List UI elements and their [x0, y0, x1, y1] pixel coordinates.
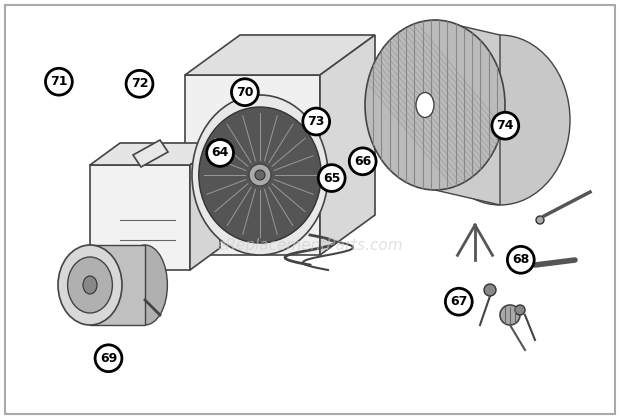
- Ellipse shape: [430, 35, 570, 205]
- Text: 72: 72: [131, 77, 148, 91]
- Text: 64: 64: [211, 146, 229, 160]
- Polygon shape: [435, 20, 500, 205]
- Text: 68: 68: [512, 253, 529, 266]
- Polygon shape: [190, 143, 220, 270]
- Circle shape: [45, 68, 73, 95]
- Polygon shape: [133, 140, 168, 167]
- Ellipse shape: [500, 305, 520, 325]
- Ellipse shape: [192, 95, 328, 255]
- Text: 71: 71: [50, 75, 68, 88]
- Ellipse shape: [68, 257, 112, 313]
- Polygon shape: [90, 245, 145, 325]
- Ellipse shape: [484, 284, 496, 296]
- Circle shape: [492, 112, 519, 139]
- Polygon shape: [185, 75, 320, 255]
- Polygon shape: [320, 35, 375, 255]
- Polygon shape: [185, 35, 375, 75]
- Ellipse shape: [416, 93, 434, 117]
- Text: 66: 66: [354, 155, 371, 168]
- Ellipse shape: [515, 305, 525, 315]
- Ellipse shape: [83, 276, 97, 294]
- Polygon shape: [90, 143, 220, 165]
- Circle shape: [349, 148, 376, 175]
- Text: eReplacementParts.com: eReplacementParts.com: [216, 238, 404, 253]
- Text: 65: 65: [323, 171, 340, 185]
- Ellipse shape: [199, 107, 321, 243]
- Circle shape: [445, 288, 472, 315]
- Circle shape: [126, 70, 153, 97]
- Ellipse shape: [58, 245, 122, 325]
- Polygon shape: [90, 165, 190, 270]
- Circle shape: [206, 140, 234, 166]
- Circle shape: [95, 345, 122, 372]
- Circle shape: [318, 165, 345, 191]
- Ellipse shape: [536, 216, 544, 224]
- Ellipse shape: [255, 170, 265, 180]
- Ellipse shape: [123, 245, 167, 325]
- Ellipse shape: [365, 20, 505, 190]
- Text: 74: 74: [497, 119, 514, 132]
- Text: 67: 67: [450, 295, 467, 308]
- Text: 70: 70: [236, 85, 254, 99]
- Circle shape: [507, 246, 534, 273]
- Ellipse shape: [249, 164, 271, 186]
- Text: 73: 73: [308, 115, 325, 128]
- Circle shape: [303, 108, 330, 135]
- Circle shape: [231, 79, 259, 106]
- Text: 69: 69: [100, 352, 117, 365]
